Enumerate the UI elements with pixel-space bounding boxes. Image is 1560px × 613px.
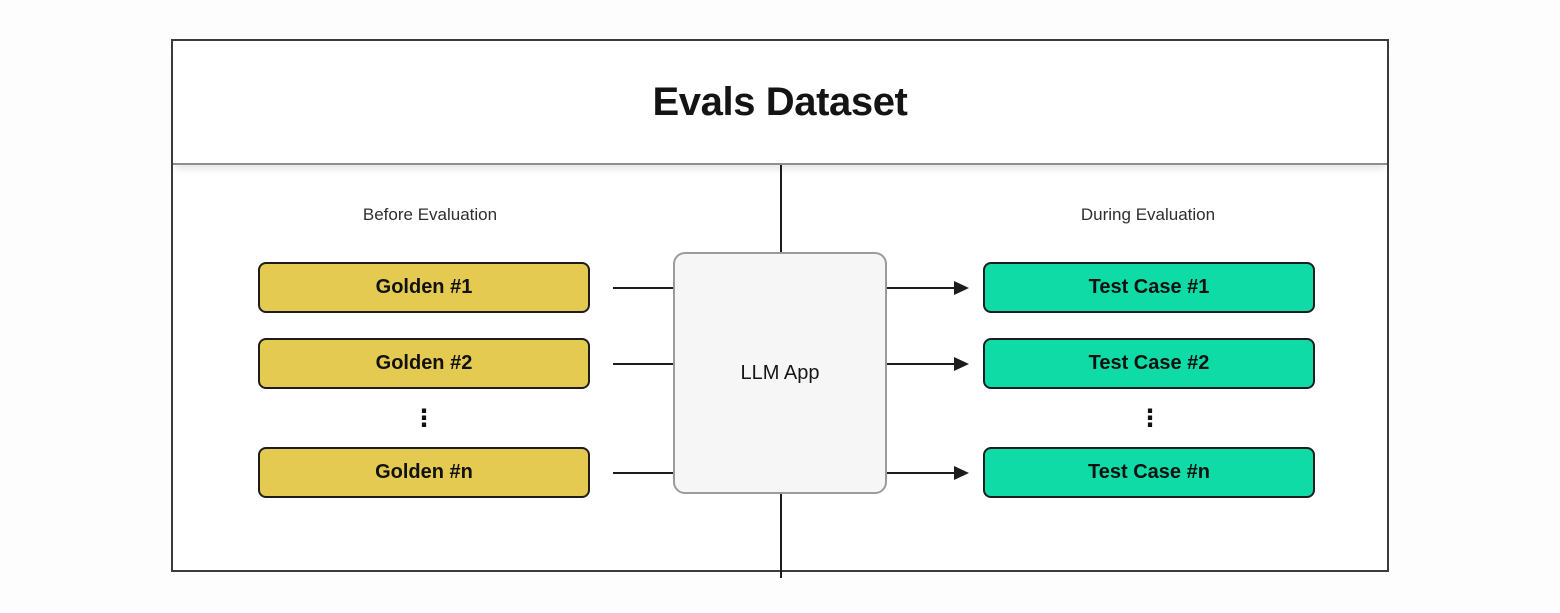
connector-golden-n: [613, 472, 673, 474]
golden-2-label: Golden #2: [375, 352, 473, 374]
arrow-line-test-case-1: [887, 287, 954, 289]
connector-golden-2: [613, 363, 673, 365]
arrowhead-test-case-2: [954, 357, 969, 371]
golden-1-label: Golden #1: [375, 276, 473, 298]
evals-dataset-container: Evals Dataset Before Evaluation During E…: [171, 39, 1389, 578]
left-ellipsis: ⋮: [412, 404, 436, 432]
arrowhead-test-case-n: [954, 466, 969, 480]
during-evaluation-label: During Evaluation: [1080, 205, 1216, 224]
arrowhead-test-case-1: [954, 281, 969, 295]
right-ellipsis: ⋮: [1138, 404, 1162, 432]
llm-app-label: LLM App: [740, 361, 820, 384]
test-case-n-node: Test Case #n: [983, 447, 1315, 498]
golden-2-node: Golden #2: [258, 338, 590, 389]
arrow-line-test-case-n: [887, 472, 954, 474]
test-case-2-node: Test Case #2: [983, 338, 1315, 389]
test-case-n-label: Test Case #n: [1088, 461, 1210, 483]
arrow-line-test-case-2: [887, 363, 954, 365]
before-evaluation-label: Before Evaluation: [362, 205, 498, 224]
diagram-title: Evals Dataset: [652, 79, 908, 124]
llm-app-node: LLM App: [673, 252, 887, 494]
test-case-1-node: Test Case #1: [983, 262, 1315, 313]
connector-golden-1: [613, 287, 673, 289]
test-case-1-label: Test Case #1: [1088, 276, 1210, 298]
golden-n-node: Golden #n: [258, 447, 590, 498]
golden-n-label: Golden #n: [375, 461, 473, 483]
golden-1-node: Golden #1: [258, 262, 590, 313]
diagram-header: Evals Dataset: [173, 41, 1387, 165]
test-case-2-label: Test Case #2: [1088, 352, 1210, 374]
